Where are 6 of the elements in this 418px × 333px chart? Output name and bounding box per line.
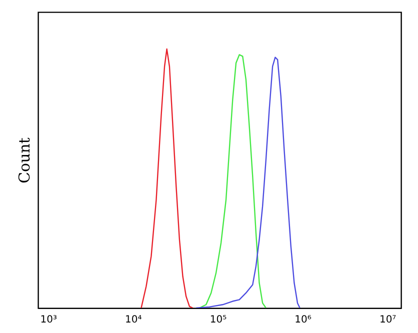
x-tick-label: 10³ [40, 314, 57, 326]
x-tick-label: 10⁷ [379, 314, 396, 326]
x-tick-label: 10⁶ [294, 314, 312, 326]
y-axis-title: Count [16, 138, 34, 184]
x-tick-label: 10⁵ [210, 314, 227, 326]
x-tick-label: 10⁴ [125, 314, 142, 326]
